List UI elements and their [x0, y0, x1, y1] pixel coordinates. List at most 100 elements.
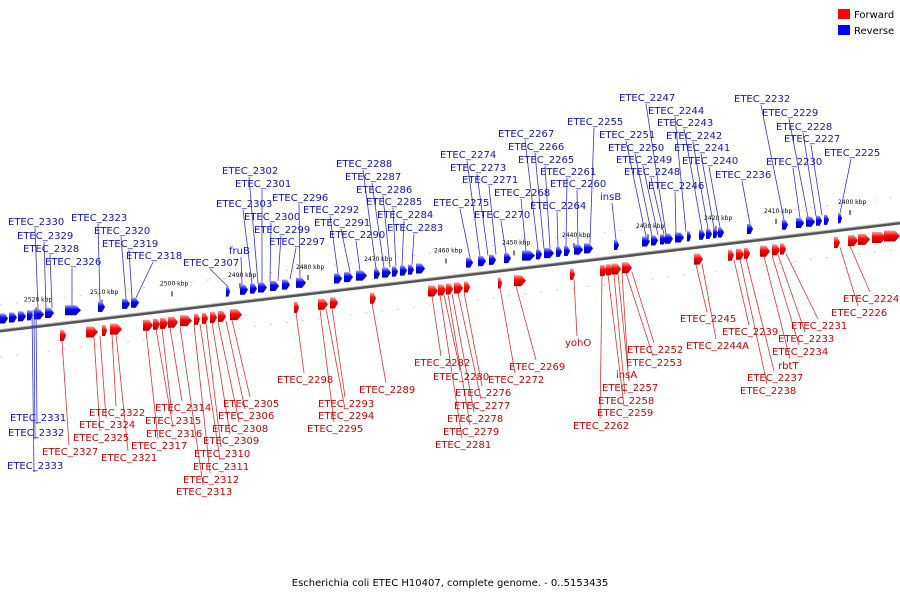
leader-line — [466, 160, 481, 257]
tick-label: 2520 kbp — [24, 297, 52, 304]
forward-gene-arrow — [330, 297, 338, 309]
leader-line — [401, 220, 405, 266]
leader-line — [298, 203, 301, 279]
leader-line — [599, 275, 603, 420]
reverse-gene-arrow — [687, 231, 691, 242]
forward-gene-arrow — [318, 298, 328, 310]
leader-line — [382, 195, 391, 268]
gene-labels: ETEC_2333 ETEC_2332 ETEC_2331 ETEC_2330 ETEC… — [7, 93, 899, 498]
gene-label: ETEC_2321 — [101, 453, 157, 464]
gene-label: ETEC_2287 — [345, 172, 401, 183]
reverse-gene-arrow — [747, 224, 753, 234]
reverse-gene-arrow — [382, 267, 391, 278]
forward-gene-arrow — [438, 284, 446, 296]
gene-label: ETEC_2311 — [193, 462, 249, 473]
gene-label: ETEC_2274 — [440, 150, 496, 161]
legend-reverse-label: Reverse — [854, 26, 895, 37]
gene-label: ETEC_2307 — [183, 258, 239, 269]
gene-label: ETEC_2277 — [454, 401, 510, 412]
label-leader-lines — [31, 103, 871, 486]
leader-line — [199, 323, 221, 461]
leader-line — [701, 263, 717, 340]
gene-label: fruB — [229, 246, 250, 257]
leader-line — [515, 285, 537, 361]
gene-label: ETEC_2314 — [155, 403, 211, 414]
reverse-gene-arrow — [816, 215, 822, 226]
gene-label: ETEC_2293 — [318, 399, 374, 410]
gene-label: ETEC_2244 — [648, 106, 704, 117]
gene-label: ETEC_2332 — [8, 428, 64, 439]
leader-line — [611, 202, 617, 241]
gene-label: ETEC_2316 — [146, 429, 202, 440]
reverse-gene-arrow — [226, 286, 230, 297]
gene-label: ETEC_2291 — [314, 218, 370, 229]
gene-label: ETEC_2333 — [7, 461, 63, 472]
gene-label: ETEC_2242 — [666, 131, 722, 142]
gene-label: ETEC_2318 — [126, 251, 182, 262]
gene-label: ETEC_2271 — [462, 175, 518, 186]
leader-line — [683, 128, 703, 230]
reverse-gene-arrow — [334, 273, 342, 284]
reverse-gene-arrow — [651, 235, 658, 246]
leader-line — [120, 236, 127, 299]
gene-arrows — [0, 213, 900, 341]
reverse-gene-arrow — [675, 232, 684, 243]
gene-label: ETEC_2267 — [498, 129, 554, 140]
gene-label: ETEC_2306 — [218, 411, 274, 422]
leader-line — [617, 273, 630, 382]
gene-label: ETEC_2320 — [94, 226, 150, 237]
forward-gene-arrow — [498, 277, 502, 289]
leader-line — [763, 256, 791, 360]
gene-label: ETEC_2238 — [740, 386, 796, 397]
gene-label: insA — [616, 370, 637, 381]
forward-gene-arrow — [143, 319, 153, 331]
leader-line — [217, 321, 240, 423]
leader-line — [625, 272, 654, 357]
leader-line — [43, 241, 47, 309]
reverse-gene-arrow — [34, 309, 44, 320]
gene-label: ETEC_2279 — [443, 427, 499, 438]
gene-label: ETEC_2283 — [387, 223, 443, 234]
reverse-gene-arrow — [356, 270, 367, 281]
map-caption: Escherichia coli ETEC H10407, complete g… — [291, 578, 609, 589]
leader-line — [839, 158, 852, 214]
gene-label: ETEC_2232 — [734, 94, 790, 105]
gene-label: ETEC_2269 — [509, 362, 565, 373]
leader-line — [179, 326, 204, 486]
leader-line — [739, 259, 768, 385]
leader-line — [329, 215, 339, 274]
gene-label: ETEC_2299 — [254, 225, 310, 236]
gene-label: ETEC_2251 — [599, 130, 655, 141]
gene-label: ETEC_2296 — [272, 193, 328, 204]
leader-line — [607, 274, 625, 407]
gene-label: ETEC_2331 — [10, 413, 66, 424]
tick-label: 2460 kbp — [434, 247, 462, 254]
gene-label: ETEC_2310 — [194, 449, 250, 460]
reverse-gene-arrow — [522, 250, 535, 261]
gene-label: ETEC_2280 — [433, 372, 489, 383]
gene-label: ETEC_2315 — [145, 416, 201, 427]
gene-label: ETEC_2260 — [550, 179, 606, 190]
leader-line — [621, 273, 629, 369]
reverse-gene-arrow — [796, 218, 804, 228]
reverse-gene-arrow — [240, 284, 248, 295]
leader-line — [589, 127, 595, 244]
leader-line — [802, 132, 817, 217]
leader-line — [340, 228, 351, 273]
leader-line — [576, 189, 579, 245]
leader-line — [169, 327, 183, 402]
leader-line — [225, 320, 246, 410]
gene-label: ETEC_2266 — [508, 142, 564, 153]
reverse-gene-arrow — [660, 234, 666, 245]
axis-line — [0, 221, 900, 333]
gene-label: ETEC_2265 — [518, 155, 574, 166]
gene-label: ETEC_2281 — [435, 440, 491, 451]
leader-line — [362, 169, 377, 269]
gene-label: ETEC_2249 — [616, 155, 672, 166]
tick-label: 2440 kbp — [562, 232, 590, 239]
gene-label: ETEC_2309 — [203, 436, 259, 447]
legend-forward-label: Forward — [854, 10, 895, 21]
leader-line — [135, 261, 154, 298]
gene-label: ETEC_2294 — [318, 411, 374, 422]
